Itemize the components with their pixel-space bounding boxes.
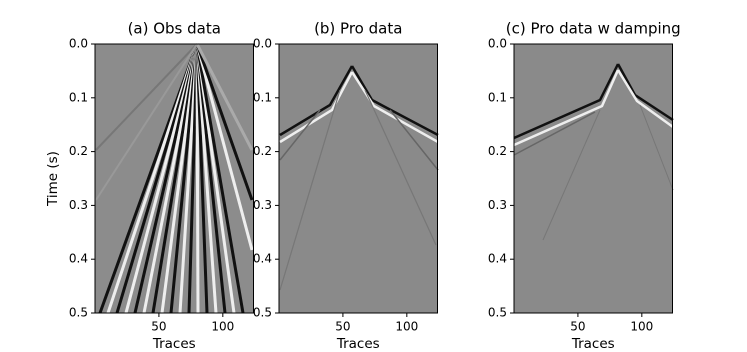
panel-title: (c) Pro data w damping	[506, 20, 681, 38]
y-tick-label: 0.0	[69, 37, 88, 51]
panel-title: (b) Pro data	[314, 20, 402, 38]
x-tick-label: 100	[395, 320, 418, 334]
y-tick-label: 0.0	[253, 37, 272, 51]
y-tick-label: 0.0	[488, 37, 507, 51]
panel-b-image	[279, 44, 439, 313]
x-tick-label: 50	[570, 320, 585, 334]
x-axis-label: Traces	[571, 336, 615, 352]
y-tick-label: 0.1	[488, 90, 507, 104]
x-axis-label: Traces	[336, 336, 380, 352]
y-tick-label: 0.1	[253, 90, 272, 104]
y-tick-label: 0.4	[69, 252, 88, 266]
x-tick-label: 100	[211, 320, 234, 334]
y-tick-label: 0.1	[69, 90, 88, 104]
axes-frame	[278, 43, 438, 314]
y-tick-label: 0.5	[253, 306, 272, 320]
axes-frame	[513, 43, 673, 314]
y-tick-label: 0.2	[69, 144, 88, 158]
x-axis-label: Traces	[152, 336, 196, 352]
panel-c-image	[513, 44, 674, 313]
panel-a-image	[95, 43, 254, 314]
y-axis-label: Time (s)	[45, 151, 61, 207]
y-tick-label: 0.4	[253, 252, 272, 266]
panel-title: (a) Obs data	[128, 20, 221, 38]
y-tick-label: 0.3	[69, 198, 88, 212]
y-tick-label: 0.3	[253, 198, 272, 212]
y-tick-label: 0.5	[69, 306, 88, 320]
x-tick-label: 50	[335, 320, 350, 334]
axes-frame	[94, 43, 254, 314]
y-tick-label: 0.2	[253, 144, 272, 158]
y-tick-label: 0.4	[488, 252, 507, 266]
y-tick-label: 0.5	[488, 306, 507, 320]
y-tick-label: 0.3	[488, 198, 507, 212]
y-tick-label: 0.2	[488, 144, 507, 158]
x-tick-label: 50	[151, 320, 166, 334]
x-tick-label: 100	[630, 320, 653, 334]
